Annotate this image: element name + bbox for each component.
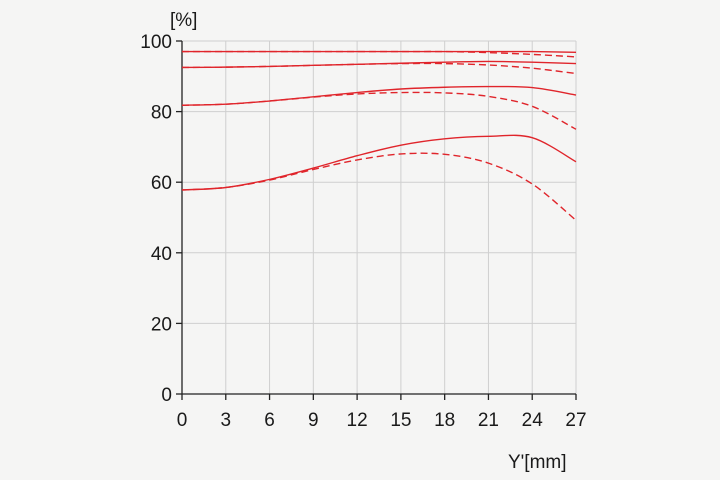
x-tick-label: 0 [177,410,188,431]
x-tick-label: 12 [347,410,368,431]
mtf-solid-line [181,60,577,69]
x-tick-label: 27 [565,410,586,431]
mtf-dashed-line [181,152,577,221]
mtf-solid-line [181,50,577,53]
y-tick-label: 80 [151,103,172,124]
x-tick-label: 18 [434,410,455,431]
y-axis-unit-label: [%] [170,10,197,31]
plot-lines [181,50,577,221]
mtf-dashed-line [181,50,577,58]
y-tick-label: 0 [161,385,172,406]
y-tick-label: 100 [140,32,172,53]
y-tick-label: 60 [151,173,172,194]
mtf-dashed-line [181,62,577,75]
x-tick-label: 3 [220,410,231,431]
x-tick-label: 21 [478,410,499,431]
y-tick-label: 20 [151,314,172,335]
axes [176,40,577,400]
x-tick-label: 6 [264,410,275,431]
y-tick-label: 40 [151,244,172,265]
grid [182,40,577,394]
mtf-dashed-line [181,91,577,130]
mtf-solid-line [181,85,577,106]
x-tick-label: 24 [522,410,544,431]
x-tick-label: 9 [308,410,319,431]
x-tick-label: 15 [390,410,411,431]
x-axis-unit-label: Y'[mm] [508,452,567,473]
tick-labels: 0 3 6 9 12 15 18 21 24 27 0 20 40 60 80 100 [140,32,586,431]
